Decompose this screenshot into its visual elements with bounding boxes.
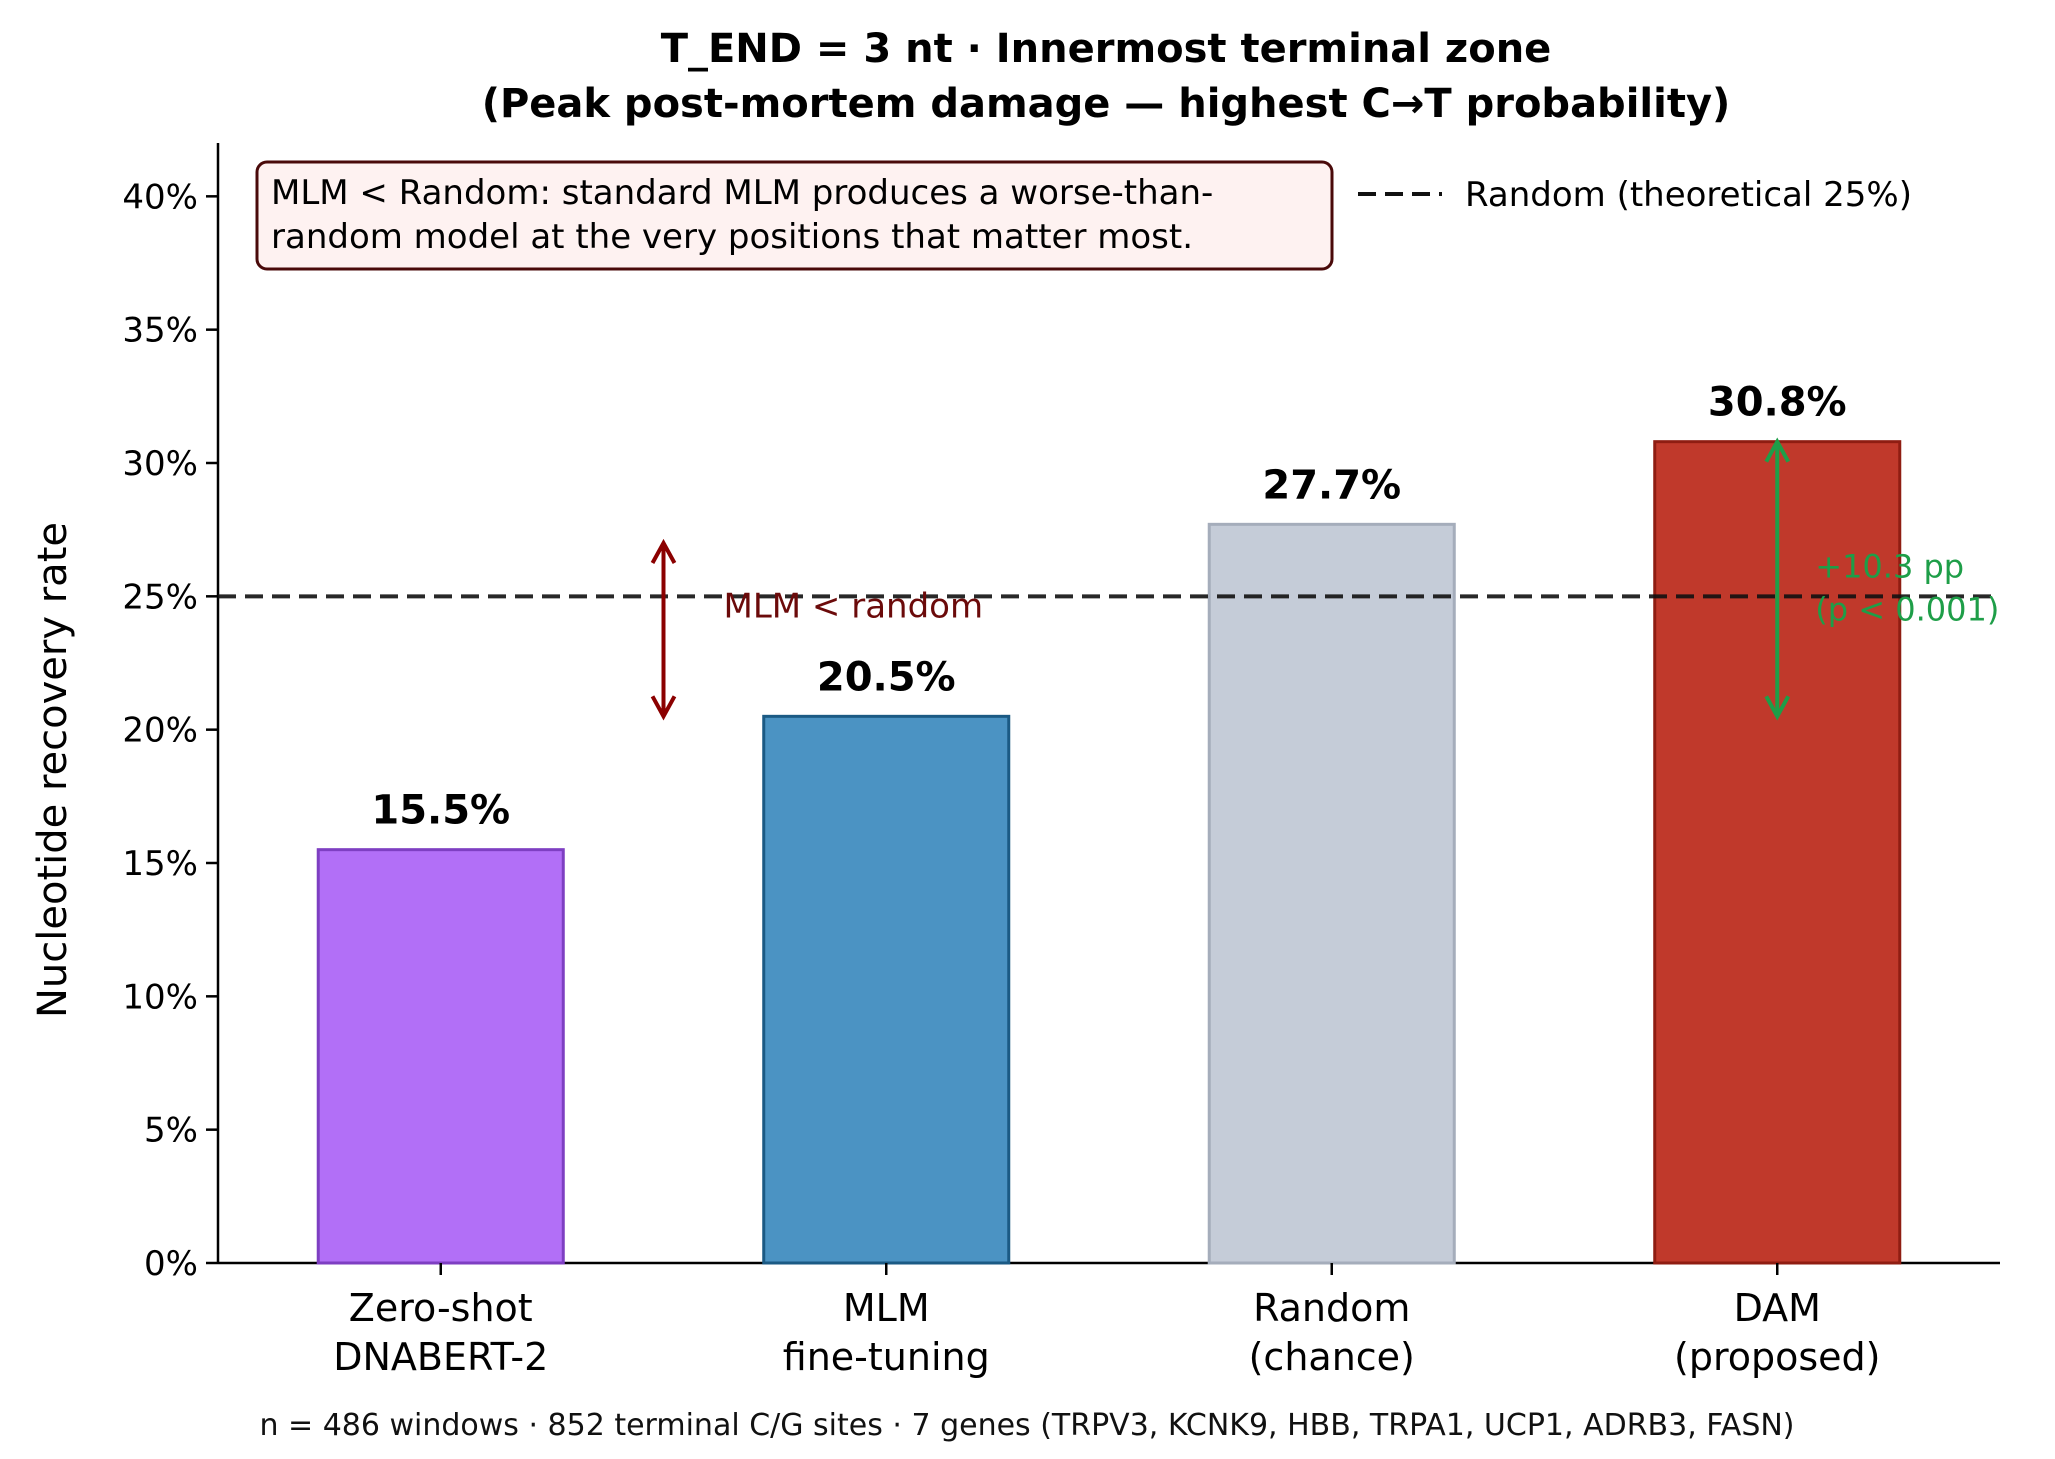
bar xyxy=(1207,522,1456,1265)
plot-area: 0% 5% 10% 15% 20% 25% 30% 35% 40% 15.5% Zero-shot D… xyxy=(122,143,2000,1379)
mlm-gap-arrow xyxy=(650,538,677,721)
legend: Random (theoretical 25%) xyxy=(1358,175,1912,215)
chart-title-line1: T_END = 3 nt · Innermost terminal zone xyxy=(661,26,1552,72)
x-tick-label: DAM xyxy=(1734,1286,1821,1330)
bar-value-label: 27.7% xyxy=(1262,462,1401,508)
bar-value-label: 30.8% xyxy=(1708,380,1847,426)
x-tick-label: fine-tuning xyxy=(783,1335,990,1379)
y-tick-label: 35% xyxy=(122,311,198,351)
x-tick-label: (proposed) xyxy=(1674,1335,1880,1379)
bar-value-label: 15.5% xyxy=(371,788,510,834)
dam-gain-label-line1: +10.3 pp xyxy=(1815,548,1964,586)
y-tick-label: 0% xyxy=(144,1244,198,1284)
y-tick-label: 30% xyxy=(122,444,198,484)
dam-gain-arrow-head-bottom xyxy=(1764,695,1791,721)
annotation-box-frame xyxy=(255,160,1334,271)
bar-value-label: 20.5% xyxy=(817,654,956,700)
x-tick-label: Random xyxy=(1253,1286,1410,1330)
mlm-gap-arrow-head-top xyxy=(650,538,677,564)
x-tick-label: Zero-shot xyxy=(349,1286,533,1330)
annotation-box: MLM < Random: standard MLM produces a wo… xyxy=(255,160,1334,271)
y-tick-label: 25% xyxy=(122,577,198,617)
annotation-box-line1: MLM < Random: standard MLM produces a wo… xyxy=(271,173,1213,213)
annotation-box-line2: random model at the very positions that … xyxy=(271,217,1193,257)
y-axis-label: Nucleotide recovery rate xyxy=(30,522,76,1018)
chart-title-line2: (Peak post-mortem damage — highest C→T p… xyxy=(482,81,1731,127)
dam-gain-label-line2: (p < 0.001) xyxy=(1815,590,1999,628)
bar xyxy=(762,714,1011,1265)
y-tick-label: 15% xyxy=(122,844,198,884)
bar xyxy=(316,848,565,1265)
dam-gain-arrow-head-top xyxy=(1764,437,1791,463)
y-tick-label: 40% xyxy=(122,177,198,217)
footnote: n = 486 windows · 852 terminal C/G sites… xyxy=(259,1408,1794,1443)
mlm-gap-arrow-head-bottom xyxy=(650,695,677,721)
y-tick-label: 5% xyxy=(144,1111,198,1151)
mlm-gap-label: MLM < random xyxy=(724,587,984,627)
y-tick-label: 10% xyxy=(122,977,198,1017)
x-tick-label: MLM xyxy=(843,1286,930,1330)
y-tick-label: 20% xyxy=(122,711,198,751)
x-tick-label: (chance) xyxy=(1249,1335,1415,1379)
dam-gain-arrow xyxy=(1764,437,1791,721)
x-tick-label: DNABERT-2 xyxy=(333,1335,548,1379)
legend-label: Random (theoretical 25%) xyxy=(1465,175,1912,215)
